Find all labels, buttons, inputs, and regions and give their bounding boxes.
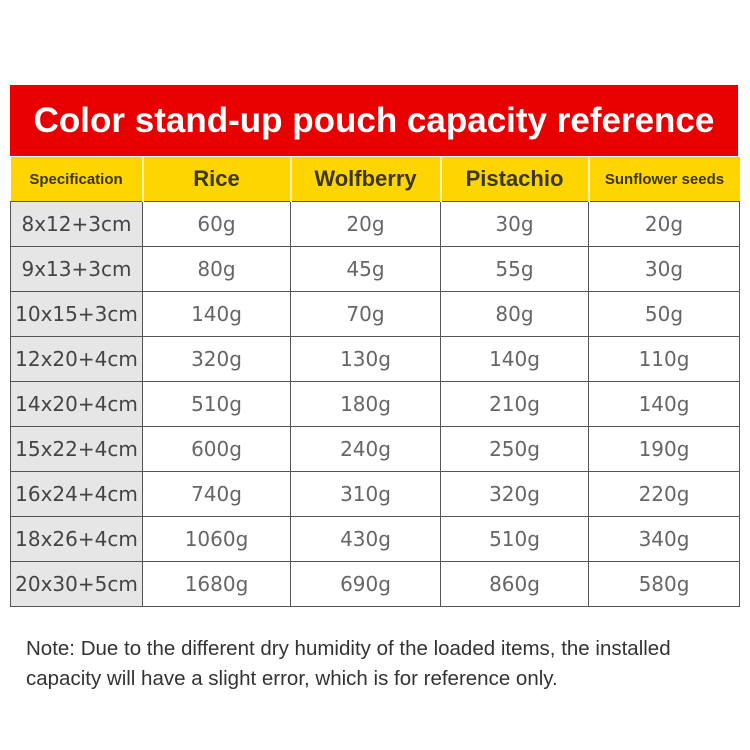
capacity-cell: 140g bbox=[588, 381, 740, 427]
capacity-cell: 20g bbox=[588, 201, 740, 247]
table-row: 18x26+4cm 1060g 430g 510g 340g bbox=[10, 516, 740, 562]
capacity-cell: 20g bbox=[290, 201, 441, 247]
capacity-cell: 190g bbox=[588, 426, 740, 472]
table-row: 14x20+4cm 510g 180g 210g 140g bbox=[10, 381, 740, 427]
capacity-cell: 510g bbox=[142, 381, 291, 427]
capacity-cell: 180g bbox=[290, 381, 441, 427]
table-row: 10x15+3cm 140g 70g 80g 50g bbox=[10, 291, 740, 337]
capacity-cell: 580g bbox=[588, 561, 740, 607]
capacity-cell: 740g bbox=[142, 471, 291, 517]
capacity-cell: 250g bbox=[440, 426, 589, 472]
title-banner: Color stand-up pouch capacity reference bbox=[10, 85, 738, 156]
capacity-cell: 70g bbox=[290, 291, 441, 337]
capacity-cell: 140g bbox=[440, 336, 589, 382]
capacity-cell: 320g bbox=[440, 471, 589, 517]
capacity-cell: 860g bbox=[440, 561, 589, 607]
table-row: 8x12+3cm 60g 20g 30g 20g bbox=[10, 201, 740, 247]
capacity-cell: 45g bbox=[290, 246, 441, 292]
header-row: Specification Rice Wolfberry Pistachio Sunfl… bbox=[10, 157, 740, 202]
capacity-cell: 430g bbox=[290, 516, 441, 562]
capacity-cell: 320g bbox=[142, 336, 291, 382]
capacity-cell: 50g bbox=[588, 291, 740, 337]
table-row: 20x30+5cm 1680g 690g 860g 580g bbox=[10, 561, 740, 607]
spec-cell: 18x26+4cm bbox=[10, 516, 143, 562]
capacity-cell: 600g bbox=[142, 426, 291, 472]
capacity-cell: 110g bbox=[588, 336, 740, 382]
capacity-cell: 310g bbox=[290, 471, 441, 517]
spec-cell: 12x20+4cm bbox=[10, 336, 143, 382]
capacity-cell: 220g bbox=[588, 471, 740, 517]
capacity-cell: 60g bbox=[142, 201, 291, 247]
capacity-cell: 80g bbox=[440, 291, 589, 337]
capacity-cell: 1060g bbox=[142, 516, 291, 562]
capacity-cell: 30g bbox=[440, 201, 589, 247]
spec-cell: 16x24+4cm bbox=[10, 471, 143, 517]
table-row: 12x20+4cm 320g 130g 140g 110g bbox=[10, 336, 740, 382]
capacity-cell: 340g bbox=[588, 516, 740, 562]
capacity-cell: 80g bbox=[142, 246, 291, 292]
capacity-cell: 30g bbox=[588, 246, 740, 292]
capacity-cell: 1680g bbox=[142, 561, 291, 607]
spec-cell: 15x22+4cm bbox=[10, 426, 143, 472]
column-header: Wolfberry bbox=[289, 157, 441, 202]
spec-cell: 14x20+4cm bbox=[10, 381, 143, 427]
capacity-cell: 240g bbox=[290, 426, 441, 472]
column-header: Sunflower seeds bbox=[587, 157, 740, 202]
capacity-cell: 690g bbox=[290, 561, 441, 607]
column-header: Rice bbox=[141, 157, 291, 202]
capacity-cell: 140g bbox=[142, 291, 291, 337]
column-header: Specification bbox=[10, 157, 143, 202]
note-text: Note: Due to the different dry humidity … bbox=[26, 637, 671, 690]
capacity-cell: 210g bbox=[440, 381, 589, 427]
table-row: 15x22+4cm 600g 240g 250g 190g bbox=[10, 426, 740, 472]
capacity-cell: 130g bbox=[290, 336, 441, 382]
table-row: 16x24+4cm 740g 310g 320g 220g bbox=[10, 471, 740, 517]
spec-cell: 9x13+3cm bbox=[10, 246, 143, 292]
table-row: 9x13+3cm 80g 45g 55g 30g bbox=[10, 246, 740, 292]
spec-cell: 20x30+5cm bbox=[10, 561, 143, 607]
capacity-cell: 55g bbox=[440, 246, 589, 292]
capacity-cell: 510g bbox=[440, 516, 589, 562]
spec-cell: 10x15+3cm bbox=[10, 291, 143, 337]
column-header: Pistachio bbox=[439, 157, 589, 202]
spec-cell: 8x12+3cm bbox=[10, 201, 143, 247]
capacity-table: Specification Rice Wolfberry Pistachio Sunfl… bbox=[10, 157, 740, 607]
